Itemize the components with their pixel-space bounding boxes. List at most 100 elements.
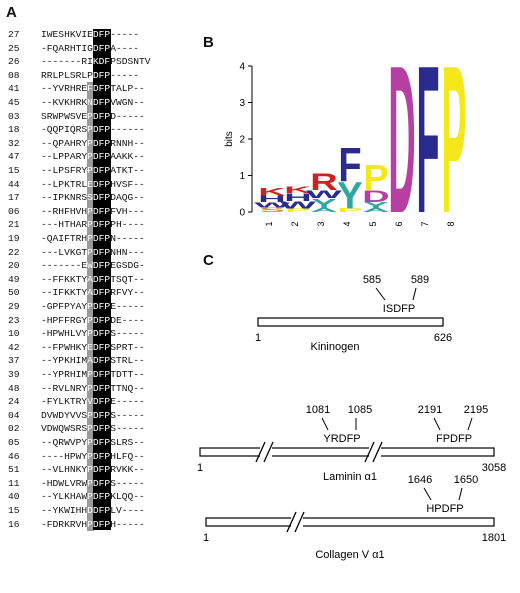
sequence-id: 40 <box>8 491 20 503</box>
sequence-id: 44 <box>8 178 20 190</box>
sequence-id: 26 <box>8 56 20 68</box>
sequence-text: RRLPLSRLPDFP----- <box>41 69 140 81</box>
motif-start-position: 585 <box>363 274 381 286</box>
break-mark <box>286 511 297 533</box>
alignment-row: 46 ----HPWYPDFPHLFQ-- <box>8 450 145 463</box>
motif-leader-line <box>433 417 441 431</box>
alignment-row: 40 --YLKHAWPDFPKLQQ-- <box>8 490 145 503</box>
protein-bar <box>199 447 495 457</box>
alignment-row: 32 --QPAHRYPDFPRNNH-- <box>8 137 145 150</box>
alignment-row: 08 RRLPLSRLPDFP----- <box>8 69 139 82</box>
sequence-text: -------EWDFPEGSDG- <box>41 260 145 272</box>
alignment-row: 20 -------EWDFPEGSDG- <box>8 259 145 272</box>
sequence-id: 03 <box>8 110 20 122</box>
motif-sequence: FPDFP <box>436 433 472 445</box>
alignment-row: 04 DVWDYVVSPDFPS----- <box>8 409 145 422</box>
sequence-id: 21 <box>8 219 20 231</box>
alignment-row: 22 ---LVKGTPDFPNHN--- <box>8 246 145 259</box>
break-mark <box>263 441 274 463</box>
sequence-id: 45 <box>8 97 20 108</box>
alignment-row: 39 --YPRHIMPDFPTDTT-- <box>8 368 145 381</box>
y-tick-label: 2 <box>239 135 245 146</box>
motif-end-position: 1650 <box>454 474 478 486</box>
alignment-row: 49 --FFKKTYADFPTSQT-- <box>8 273 145 286</box>
protein-diagrams: 1 626 Kininogen 585 589 ISDFP 1 3058 Laminin α1 1… <box>197 274 506 561</box>
sequence-text: --YKWIHHDDFPLV---- <box>41 505 145 516</box>
alignment-row: 16 -FDRKRVHPDFPH----- <box>8 518 145 531</box>
sequence-text: --YPKHIMADFPSTRL-- <box>41 355 145 367</box>
motif-end-position: 2195 <box>464 404 488 416</box>
x-tick-label: 7 <box>420 221 430 226</box>
sequence-id: 06 <box>8 205 20 217</box>
sequence-id: 25 <box>8 42 20 54</box>
sequence-id: 10 <box>8 328 20 340</box>
logo-letter: W <box>306 188 343 200</box>
protein-name: Kininogen <box>311 341 360 353</box>
alignment-row: 24 -FYLKTRYVDFPE----- <box>8 395 145 408</box>
protein-end: 1801 <box>482 532 506 544</box>
alignment-row: 06 --RHFHVHPDFPFVH--- <box>8 205 145 218</box>
alignment-row: 18 -QQPIQRSPDFP------ <box>8 123 145 136</box>
x-tick-label: 8 <box>446 221 456 226</box>
sequence-alignment: 27 IWESHKVIEDFP----- 25 -FQARHTIGDFPA---- 26… <box>0 0 190 593</box>
motif-sequence: ISDFP <box>383 303 415 315</box>
motif-leader-line <box>375 287 386 301</box>
sequence-text: --RVLNRYPDFPTTNQ-- <box>41 382 145 394</box>
sequence-text: --LPKTRLEDFPHVSF-- <box>41 178 145 190</box>
conserved-column-shading <box>86 82 94 532</box>
alignment-row: 45 --KVKHRKNDFPVWGN-- <box>8 96 145 109</box>
panel-label-c: C <box>203 252 214 269</box>
sequence-id: 48 <box>8 382 20 394</box>
alignment-row: 19 -QAIFTRHPDFPN----- <box>8 232 145 245</box>
logo-letter: A <box>362 207 389 213</box>
logo-letter: D <box>388 23 415 258</box>
logo-letter: P <box>363 157 388 198</box>
logo-letter: F <box>338 139 361 192</box>
motif-leader-line <box>423 487 432 501</box>
alignment-row: 50 --IFKKTYADFPRFVY-- <box>8 286 145 299</box>
alignment-row: 42 --FPWHKYEDFPSPRT-- <box>8 341 145 354</box>
sequence-text: ---HTHARPDFPPH---- <box>41 219 145 231</box>
motif-start-position: 2191 <box>418 404 442 416</box>
sequence-text: --YPRHIMPDFPTDTT-- <box>41 369 145 380</box>
x-tick-label: 2 <box>290 221 300 226</box>
sequence-text: IWESHKVIEDFP----- <box>41 29 140 40</box>
sequence-text: --LPPARYPDFPAAKK-- <box>41 151 145 163</box>
sequence-id: 39 <box>8 369 20 380</box>
sequence-id: 04 <box>8 409 20 421</box>
sequence-id: 18 <box>8 124 20 136</box>
logo-letter: H <box>258 194 285 204</box>
break-mark <box>372 441 383 463</box>
sequence-id: 23 <box>8 314 20 326</box>
sequence-text: --VLHNKYPDFPRVKK-- <box>41 464 145 476</box>
logo-letter: S <box>259 206 284 213</box>
motif-end-position: 589 <box>411 274 429 286</box>
sequence-id: 27 <box>8 29 20 40</box>
x-tick-label: 1 <box>264 221 274 226</box>
break-mark <box>294 511 305 533</box>
motif-leader-line <box>467 417 473 431</box>
break-mark <box>364 441 375 463</box>
logo-letter: Y <box>311 196 336 212</box>
motif-start-position: 1646 <box>408 474 432 486</box>
alignment-row: 21 ---HTHARPDFPPH---- <box>8 218 145 231</box>
motif-leader-line <box>321 417 329 431</box>
x-tick-label: 5 <box>368 221 378 226</box>
break-gap <box>260 447 272 457</box>
protein-end: 3058 <box>482 462 506 474</box>
logo-letter: F <box>416 23 439 258</box>
sequence-text: -QQPIQRSPDFP------ <box>41 124 145 136</box>
logo-letter: Y <box>363 200 388 210</box>
sequence-text: --QPAHRYPDFPRNNH-- <box>41 137 145 149</box>
sequence-id: 24 <box>8 396 20 408</box>
motif-leader-line <box>458 487 463 501</box>
alignment-row: 11 -HDWLVRWPDFPS----- <box>8 477 145 490</box>
x-tick-label: 3 <box>316 221 326 226</box>
y-axis-label: bits <box>224 131 235 147</box>
alignment-row: 15 --YKWIHHDDFPLV---- <box>8 504 145 517</box>
y-tick-label: 0 <box>239 208 245 219</box>
alignment-row: 51 --VLHNKYPDFPRVKK-- <box>8 463 145 476</box>
sequence-text: --QRWVPYPDFPSLRS-- <box>41 437 145 448</box>
x-tick-label: 6 <box>394 221 404 226</box>
logo-letter: A <box>310 207 337 213</box>
